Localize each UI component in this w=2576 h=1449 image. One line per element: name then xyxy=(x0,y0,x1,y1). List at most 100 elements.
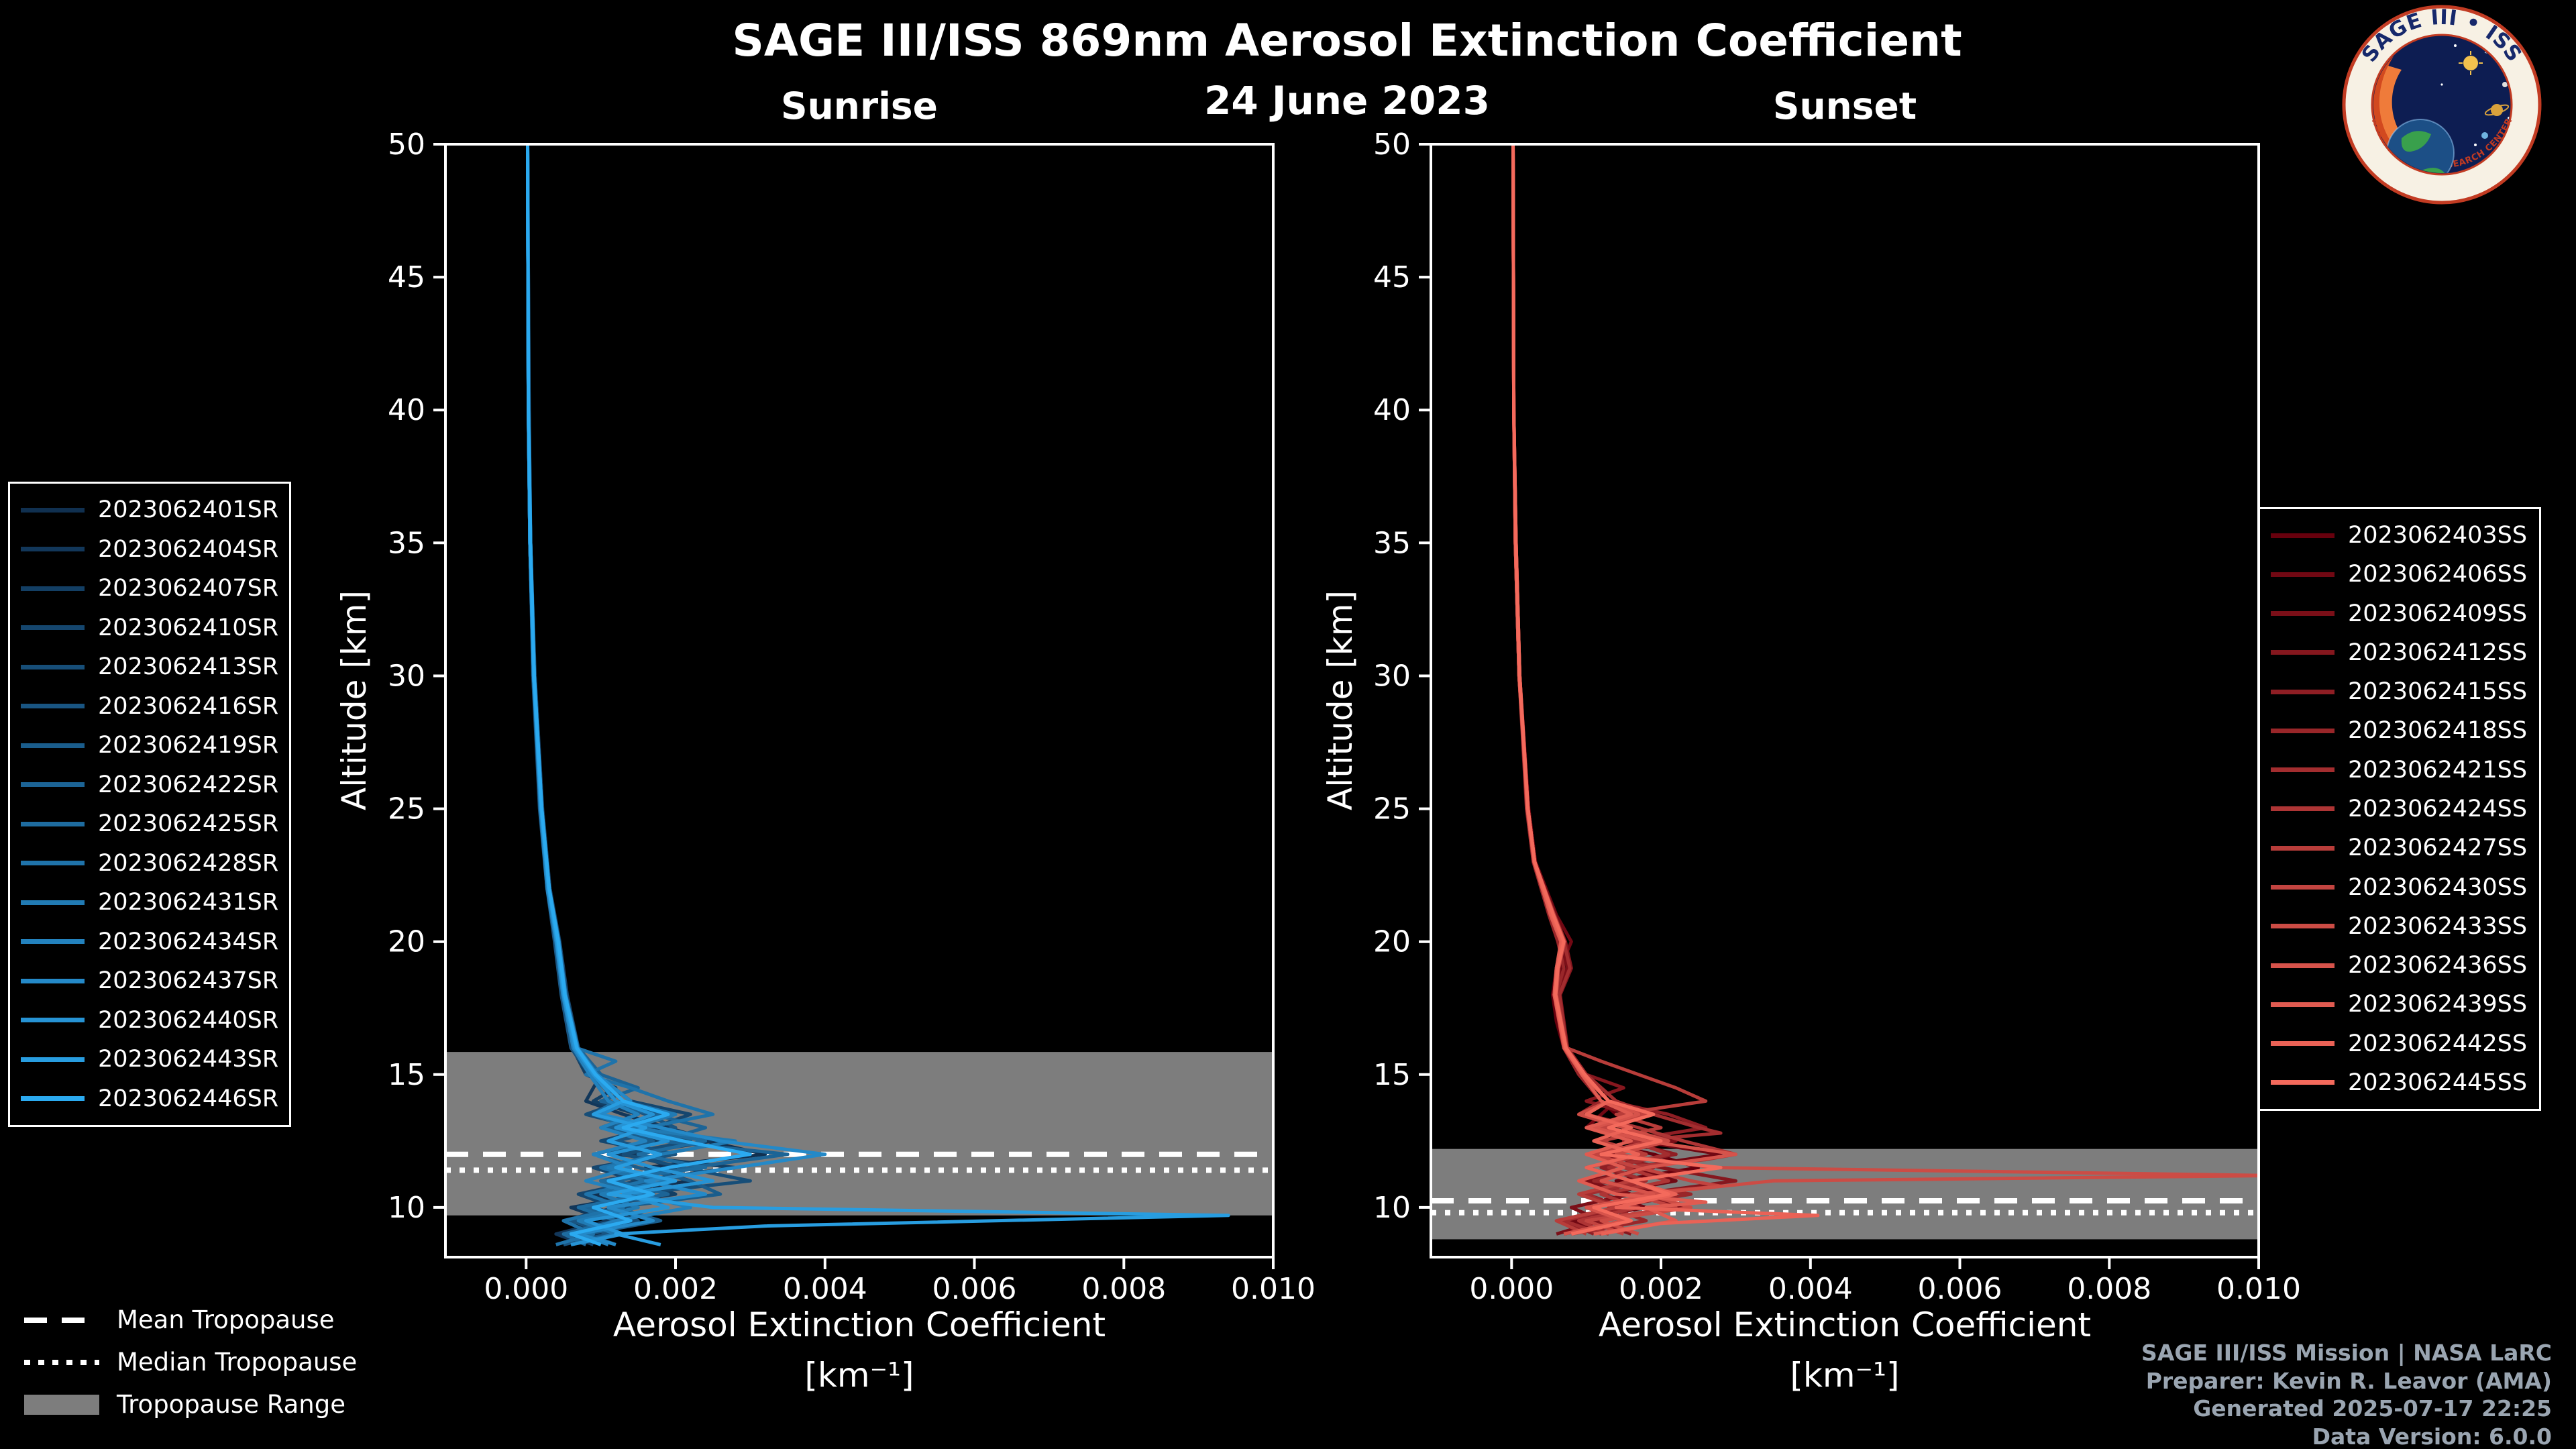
logo-earth-land xyxy=(2422,168,2446,173)
legend-item: 2023062436SS xyxy=(2271,947,2528,983)
legend-item: 2023062403SS xyxy=(2271,517,2528,553)
median-tropopause-legend-item: Median Tropopause xyxy=(24,1348,357,1377)
legend-swatch xyxy=(2271,611,2334,616)
legend-item: 2023062439SS xyxy=(2271,986,2528,1022)
legend-label: 2023062440SR xyxy=(98,1006,279,1034)
profile-line-2023062406SS xyxy=(1511,144,1723,1236)
profile-line-2023062439SS xyxy=(1511,144,1708,1236)
profile-line-2023062415SS xyxy=(1511,144,1708,1236)
y-tick-label: 45 xyxy=(388,260,425,294)
legend-item: 2023062407SR xyxy=(21,570,278,606)
legend-swatch xyxy=(21,586,85,591)
x-tick-label: 0.006 xyxy=(932,1272,1017,1306)
median-tropopause-swatch xyxy=(24,1359,99,1365)
y-tick-label: 25 xyxy=(388,792,425,826)
logo-earth-land xyxy=(2401,131,2431,152)
legend-label: 2023062416SR xyxy=(98,692,279,720)
logo-moon xyxy=(2502,82,2508,87)
legend-item: 2023062425SR xyxy=(21,806,278,842)
profile-line-2023062446SR xyxy=(526,144,752,1246)
mean-tropopause-label: Mean Tropopause xyxy=(117,1305,335,1334)
y-tick-label: 30 xyxy=(388,659,425,694)
legend-label: 2023062431SR xyxy=(98,889,279,916)
figure-title: SAGE III/ISS 869nm Aerosol Extinction Co… xyxy=(732,15,1962,66)
legend-label: 2023062445SS xyxy=(2348,1069,2528,1096)
y-tick-label: 50 xyxy=(1373,127,1411,162)
x-axis-label-block-sunrise: Aerosol Extinction Coefficient [km⁻¹] xyxy=(613,1300,1106,1401)
y-tick-label: 35 xyxy=(388,526,425,560)
legend-swatch xyxy=(2271,650,2334,655)
legend-item: 2023062430SS xyxy=(2271,869,2528,906)
sunset-plot: 0.000 0.002 0.004 0.006 0.008 0.010 10 15 20 25 30… xyxy=(1373,127,2301,1306)
legend-swatch xyxy=(2271,728,2334,733)
x-tick-label: 0.008 xyxy=(1081,1272,1166,1306)
logo-star xyxy=(2440,83,2443,86)
legend-label: 2023062419SR xyxy=(98,732,279,759)
legend-swatch xyxy=(2271,806,2334,812)
legend-swatch xyxy=(21,861,85,866)
legend-swatch xyxy=(21,939,85,945)
legend-swatch xyxy=(21,547,85,552)
logo-sunrise-swirl-inner xyxy=(2379,66,2406,149)
y-tick-label: 10 xyxy=(1373,1191,1411,1225)
y-tick-label: 40 xyxy=(1373,393,1411,427)
logo-sun-rays xyxy=(2459,51,2483,75)
profile-line-2023062403SS xyxy=(1511,144,1701,1236)
legend-label: 2023062415SS xyxy=(2348,678,2528,706)
median-tropopause-label: Median Tropopause xyxy=(117,1348,358,1377)
x-tick-label: 0.002 xyxy=(1619,1272,1703,1306)
legend-swatch xyxy=(21,1018,85,1023)
credit-mission: SAGE III/ISS Mission | NASA LaRC xyxy=(2141,1340,2552,1366)
y-tick-label: 20 xyxy=(1373,925,1411,959)
legend-label: 2023062424SS xyxy=(2348,795,2528,822)
legend-label: 2023062446SR xyxy=(98,1085,279,1112)
legend-label: 2023062413SR xyxy=(98,653,279,681)
legend-label: 2023062418SS xyxy=(2348,717,2528,745)
legend-item: 2023062434SR xyxy=(21,924,278,960)
tropopause-range-label: Tropopause Range xyxy=(117,1390,346,1419)
legend-label: 2023062403SS xyxy=(2348,522,2528,549)
legend-label: 2023062443SR xyxy=(98,1046,279,1073)
y-tick-label: 35 xyxy=(1373,526,1411,560)
x-axis-units: [km⁻¹] xyxy=(804,1356,914,1395)
x-axis-label-block-sunset: Aerosol Extinction Coefficient [km⁻¹] xyxy=(1599,1300,2091,1401)
legend-item: 2023062433SS xyxy=(2271,908,2528,945)
legend-label: 2023062433SS xyxy=(2348,912,2528,940)
legend-item: 2023062442SS xyxy=(2271,1026,2528,1062)
legend-label: 2023062409SS xyxy=(2348,600,2528,627)
legend-item: 2023062409SS xyxy=(2271,596,2528,632)
x-tick-label: 0.000 xyxy=(484,1272,568,1306)
legend-item: 2023062416SR xyxy=(21,688,278,724)
legend-item: 2023062406SS xyxy=(2271,556,2528,592)
sage-iss-logo: SAGE III • ISS NASA LANGLEY RESEARCH CEN… xyxy=(2342,5,2542,205)
y-tick-label: 40 xyxy=(388,393,425,427)
legend-item: 2023062440SR xyxy=(21,1002,278,1038)
legend-label: 2023062425SR xyxy=(98,810,279,838)
legend-item: 2023062404SR xyxy=(21,531,278,568)
legend-swatch xyxy=(21,625,85,631)
mean-tropopause-swatch xyxy=(24,1317,99,1323)
legend-swatch xyxy=(2271,767,2334,773)
legend-item: 2023062443SR xyxy=(21,1041,278,1077)
legend-item: 2023062422SR xyxy=(21,767,278,803)
y-tick-label: 15 xyxy=(388,1058,425,1092)
profile-line-2023062409SS xyxy=(1511,144,1678,1236)
x-axis-units: [km⁻¹] xyxy=(1790,1356,1900,1395)
legend-swatch xyxy=(21,782,85,788)
sunset-series-legend: 2023062403SS 2023062406SS 2023062409SS 2023… xyxy=(2258,507,2541,1111)
panel-title-sunrise: Sunrise xyxy=(781,85,938,127)
panel-title-sunset: Sunset xyxy=(1772,85,1917,127)
x-tick-label: 0.008 xyxy=(2067,1272,2151,1306)
mean-tropopause-legend-item: Mean Tropopause xyxy=(24,1305,357,1334)
credit-generated: Generated 2025-07-17 22:25 xyxy=(2193,1395,2552,1422)
legend-swatch xyxy=(2271,845,2334,851)
logo-star xyxy=(2454,44,2457,47)
legend-label: 2023062428SR xyxy=(98,849,279,877)
x-tick-label: 0.004 xyxy=(1768,1272,1853,1306)
legend-item: 2023062427SS xyxy=(2271,830,2528,866)
logo-planet-small xyxy=(2481,132,2488,139)
legend-item: 2023062410SR xyxy=(21,610,278,646)
legend-label: 2023062442SS xyxy=(2348,1030,2528,1057)
legend-label: 2023062410SR xyxy=(98,614,279,641)
